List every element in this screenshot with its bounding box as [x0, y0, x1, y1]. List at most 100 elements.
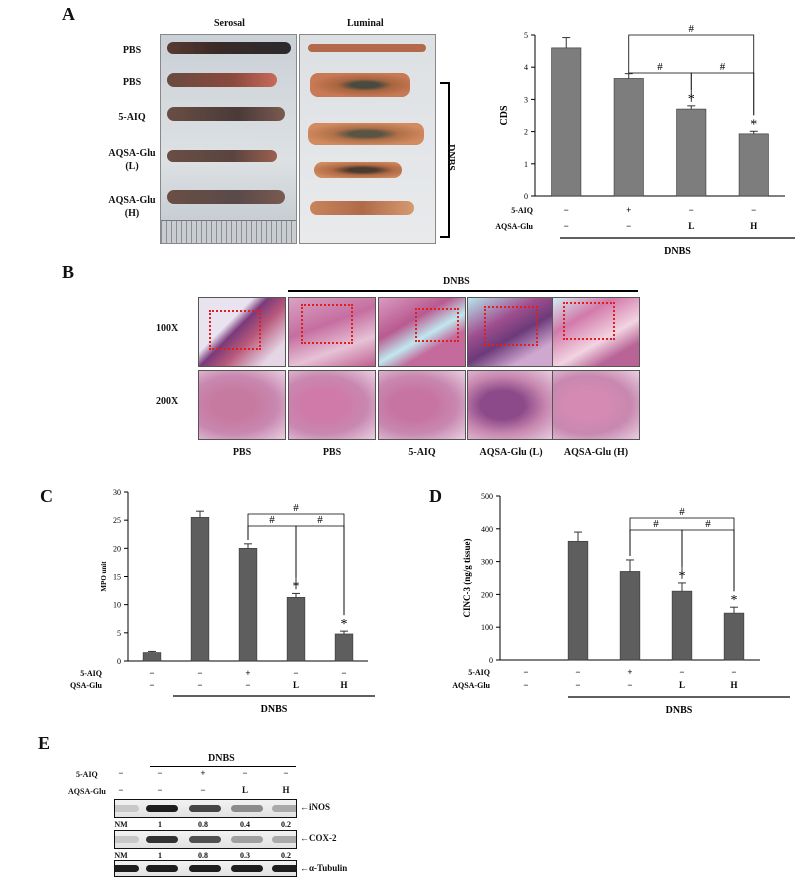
histology-image-100x [378, 297, 466, 367]
histology-column-label: 5-AIQ [408, 447, 436, 458]
y-tick-label: 1 [524, 160, 528, 169]
comparison-symbol: # [679, 506, 685, 518]
treatment-row-label: AQSA-Glu [70, 681, 103, 690]
histology-image-200x [198, 370, 286, 440]
blot-band [146, 865, 178, 872]
panel-letter-c: C [40, 486, 53, 506]
blot-band [115, 836, 139, 843]
significance-star: * [341, 617, 348, 632]
treatment-cell: L [241, 785, 248, 795]
region-of-interest-box [563, 302, 615, 340]
treatment-row-label: AQSA-Glu [495, 222, 533, 231]
y-tick-label: 4 [524, 63, 528, 72]
y-tick-label: 2 [524, 128, 528, 137]
panel-letter-e: E [38, 733, 51, 753]
treatment-cell: − [293, 668, 298, 678]
bar [676, 108, 707, 197]
treatment-row-label: 5-AIQ [80, 669, 102, 678]
blot-band-label: ←α-Tubulin [300, 863, 348, 873]
bar [286, 597, 306, 662]
blot-band-label: ←COX-2 [300, 833, 337, 843]
panel-b-dnbs-label: DNBS [443, 276, 470, 287]
treatment-cell: − [245, 680, 250, 690]
treatment-cell: L [293, 680, 299, 690]
blot-band [272, 865, 296, 872]
blot-quant-value: 1 [158, 851, 162, 860]
y-tick-label: 500 [481, 492, 493, 501]
blot-quant-value: 1 [158, 820, 162, 829]
treatment-cell: − [689, 205, 694, 215]
comparison-symbol: # [269, 514, 275, 526]
y-tick-label: 0 [489, 656, 493, 665]
histology-column-label: PBS [232, 447, 252, 458]
serosal-column-title: Serosal [214, 18, 245, 29]
treatment-cell: + [626, 205, 631, 215]
treatment-cell: H [750, 221, 757, 231]
blot-quant-value: 0.8 [198, 820, 208, 829]
treatment-cell: L [679, 680, 685, 690]
dnbs-group-label: DNBS [261, 704, 288, 715]
panel-e-dnbs-line [150, 766, 296, 767]
comparison-symbol: # [293, 502, 299, 514]
blot-inos-strip [114, 799, 297, 818]
dnbs-group-label: DNBS [666, 705, 693, 716]
comparison-bracket [295, 525, 345, 616]
treatment-cell: − [731, 667, 736, 677]
y-tick-label: 400 [481, 525, 493, 534]
comparison-symbol: # [705, 518, 711, 530]
blot-band [189, 836, 221, 843]
treatment-cell: − [157, 768, 163, 778]
histology-image-200x [552, 370, 640, 440]
y-tick-label: 200 [481, 590, 493, 599]
bar [190, 517, 210, 662]
luminal-column-title: Luminal [347, 18, 384, 29]
treatment-cell: + [627, 667, 632, 677]
bar [619, 571, 641, 661]
comparison-symbol: # [720, 61, 726, 73]
treatment-cell: − [242, 768, 248, 778]
histology-image-100x [198, 297, 286, 367]
comparison-symbol: # [657, 61, 663, 73]
treatment-cell: − [627, 680, 632, 690]
panel-e-row2-label: AQSA-Glu [68, 787, 106, 796]
comparison-symbol: # [317, 514, 323, 526]
y-tick-label: 30 [113, 488, 121, 497]
bar [334, 633, 354, 662]
blot-band [231, 865, 263, 872]
luminal-colon-photo [299, 34, 436, 244]
blot-quant-value: 0.2 [281, 851, 291, 860]
treatment-cell: − [197, 668, 202, 678]
y-tick-label: 20 [113, 544, 121, 553]
panel-letter-b: B [62, 262, 75, 282]
blot-band [231, 836, 263, 843]
blot-cox-2-strip [114, 830, 297, 849]
treatment-cell: + [200, 768, 206, 778]
histology-image-200x [378, 370, 466, 440]
dnbs-bracket [440, 82, 450, 238]
blot-quant-value: NM [114, 851, 128, 860]
blot-band [146, 805, 178, 812]
comparison-bracket [681, 529, 735, 592]
region-of-interest-box [209, 310, 261, 350]
blot-quant-value: 0.4 [240, 820, 250, 829]
significance-star: * [731, 593, 738, 608]
histology-image-200x [288, 370, 376, 440]
panel-e-row1-label: 5-AIQ [76, 770, 98, 779]
panel-e-dnbs-label: DNBS [208, 753, 235, 764]
blot-quant-value: NM [114, 820, 128, 829]
comparison-symbol: # [653, 518, 659, 530]
treatment-cell: − [149, 680, 154, 690]
specimen-row-label: PBS [122, 45, 142, 56]
bar [551, 47, 582, 197]
bar [723, 612, 745, 661]
blot-band [189, 865, 221, 872]
comparison-bracket [629, 529, 683, 567]
treatment-cell: − [575, 680, 580, 690]
y-axis-label: MPO unit [100, 561, 108, 592]
treatment-row-label: AQSA-Glu [452, 681, 490, 690]
comparison-symbol: # [689, 23, 695, 35]
y-tick-label: 3 [524, 95, 528, 104]
y-tick-label: 100 [481, 623, 493, 632]
